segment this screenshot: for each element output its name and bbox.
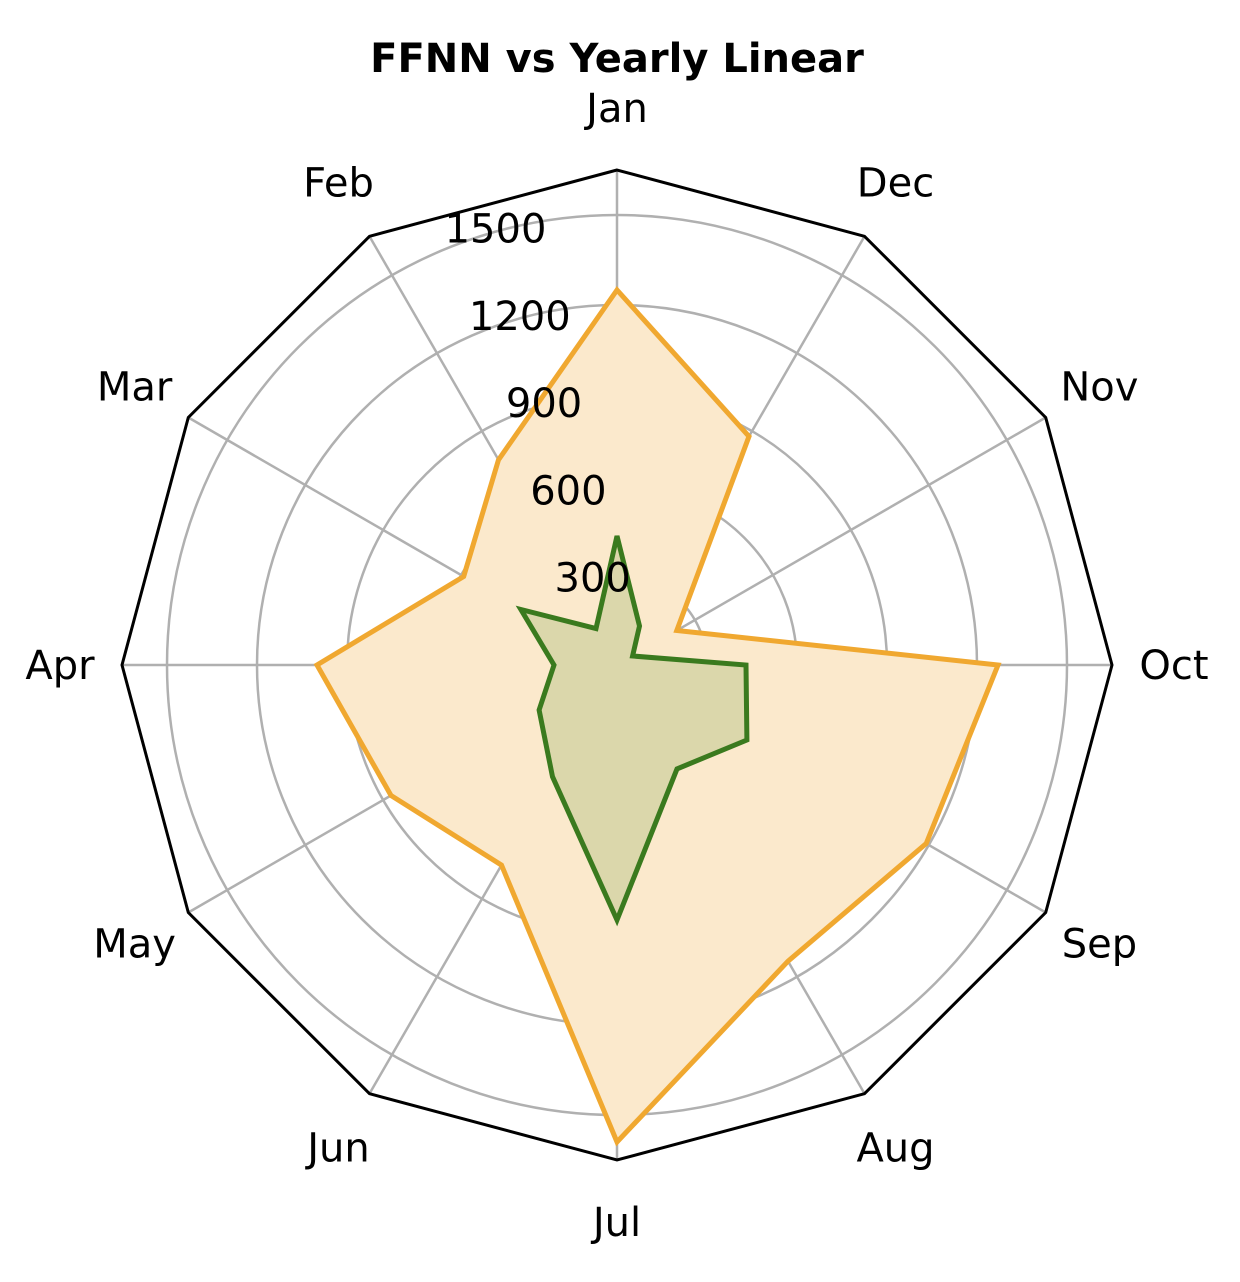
radial-tick-label-900: 900 (506, 381, 582, 427)
chart-title: FFNN vs Yearly Linear (370, 36, 864, 82)
radial-tick-label-300: 300 (555, 556, 631, 602)
radial-tick-label-1200: 1200 (469, 294, 571, 340)
label-layer: Jan Feb Mar Apr May Jun Jul Aug Sep Oct Nov Dec 300 6… (25, 86, 1208, 1246)
series-layer (313, 285, 1002, 1147)
spoke-nov (616, 416, 1047, 667)
category-label-feb: Feb (303, 161, 374, 207)
category-label-aug: Aug (856, 1125, 934, 1171)
category-label-mar: Mar (97, 365, 173, 411)
category-label-nov: Nov (1060, 365, 1138, 411)
frame-layer (120, 168, 1114, 1162)
category-label-sep: Sep (1062, 922, 1137, 968)
category-label-jun: Jun (304, 1125, 370, 1171)
radar-frame (120, 168, 1114, 1162)
category-label-oct: Oct (1139, 643, 1208, 689)
category-label-may: May (93, 922, 176, 968)
radial-tick-label-1500: 1500 (445, 207, 547, 253)
category-label-apr: Apr (25, 643, 95, 689)
radial-tick-label-600: 600 (530, 468, 606, 514)
category-label-jan: Jan (583, 86, 648, 132)
category-label-jul: Jul (590, 1200, 641, 1246)
category-label-dec: Dec (857, 161, 934, 207)
series-2-area (515, 535, 750, 927)
